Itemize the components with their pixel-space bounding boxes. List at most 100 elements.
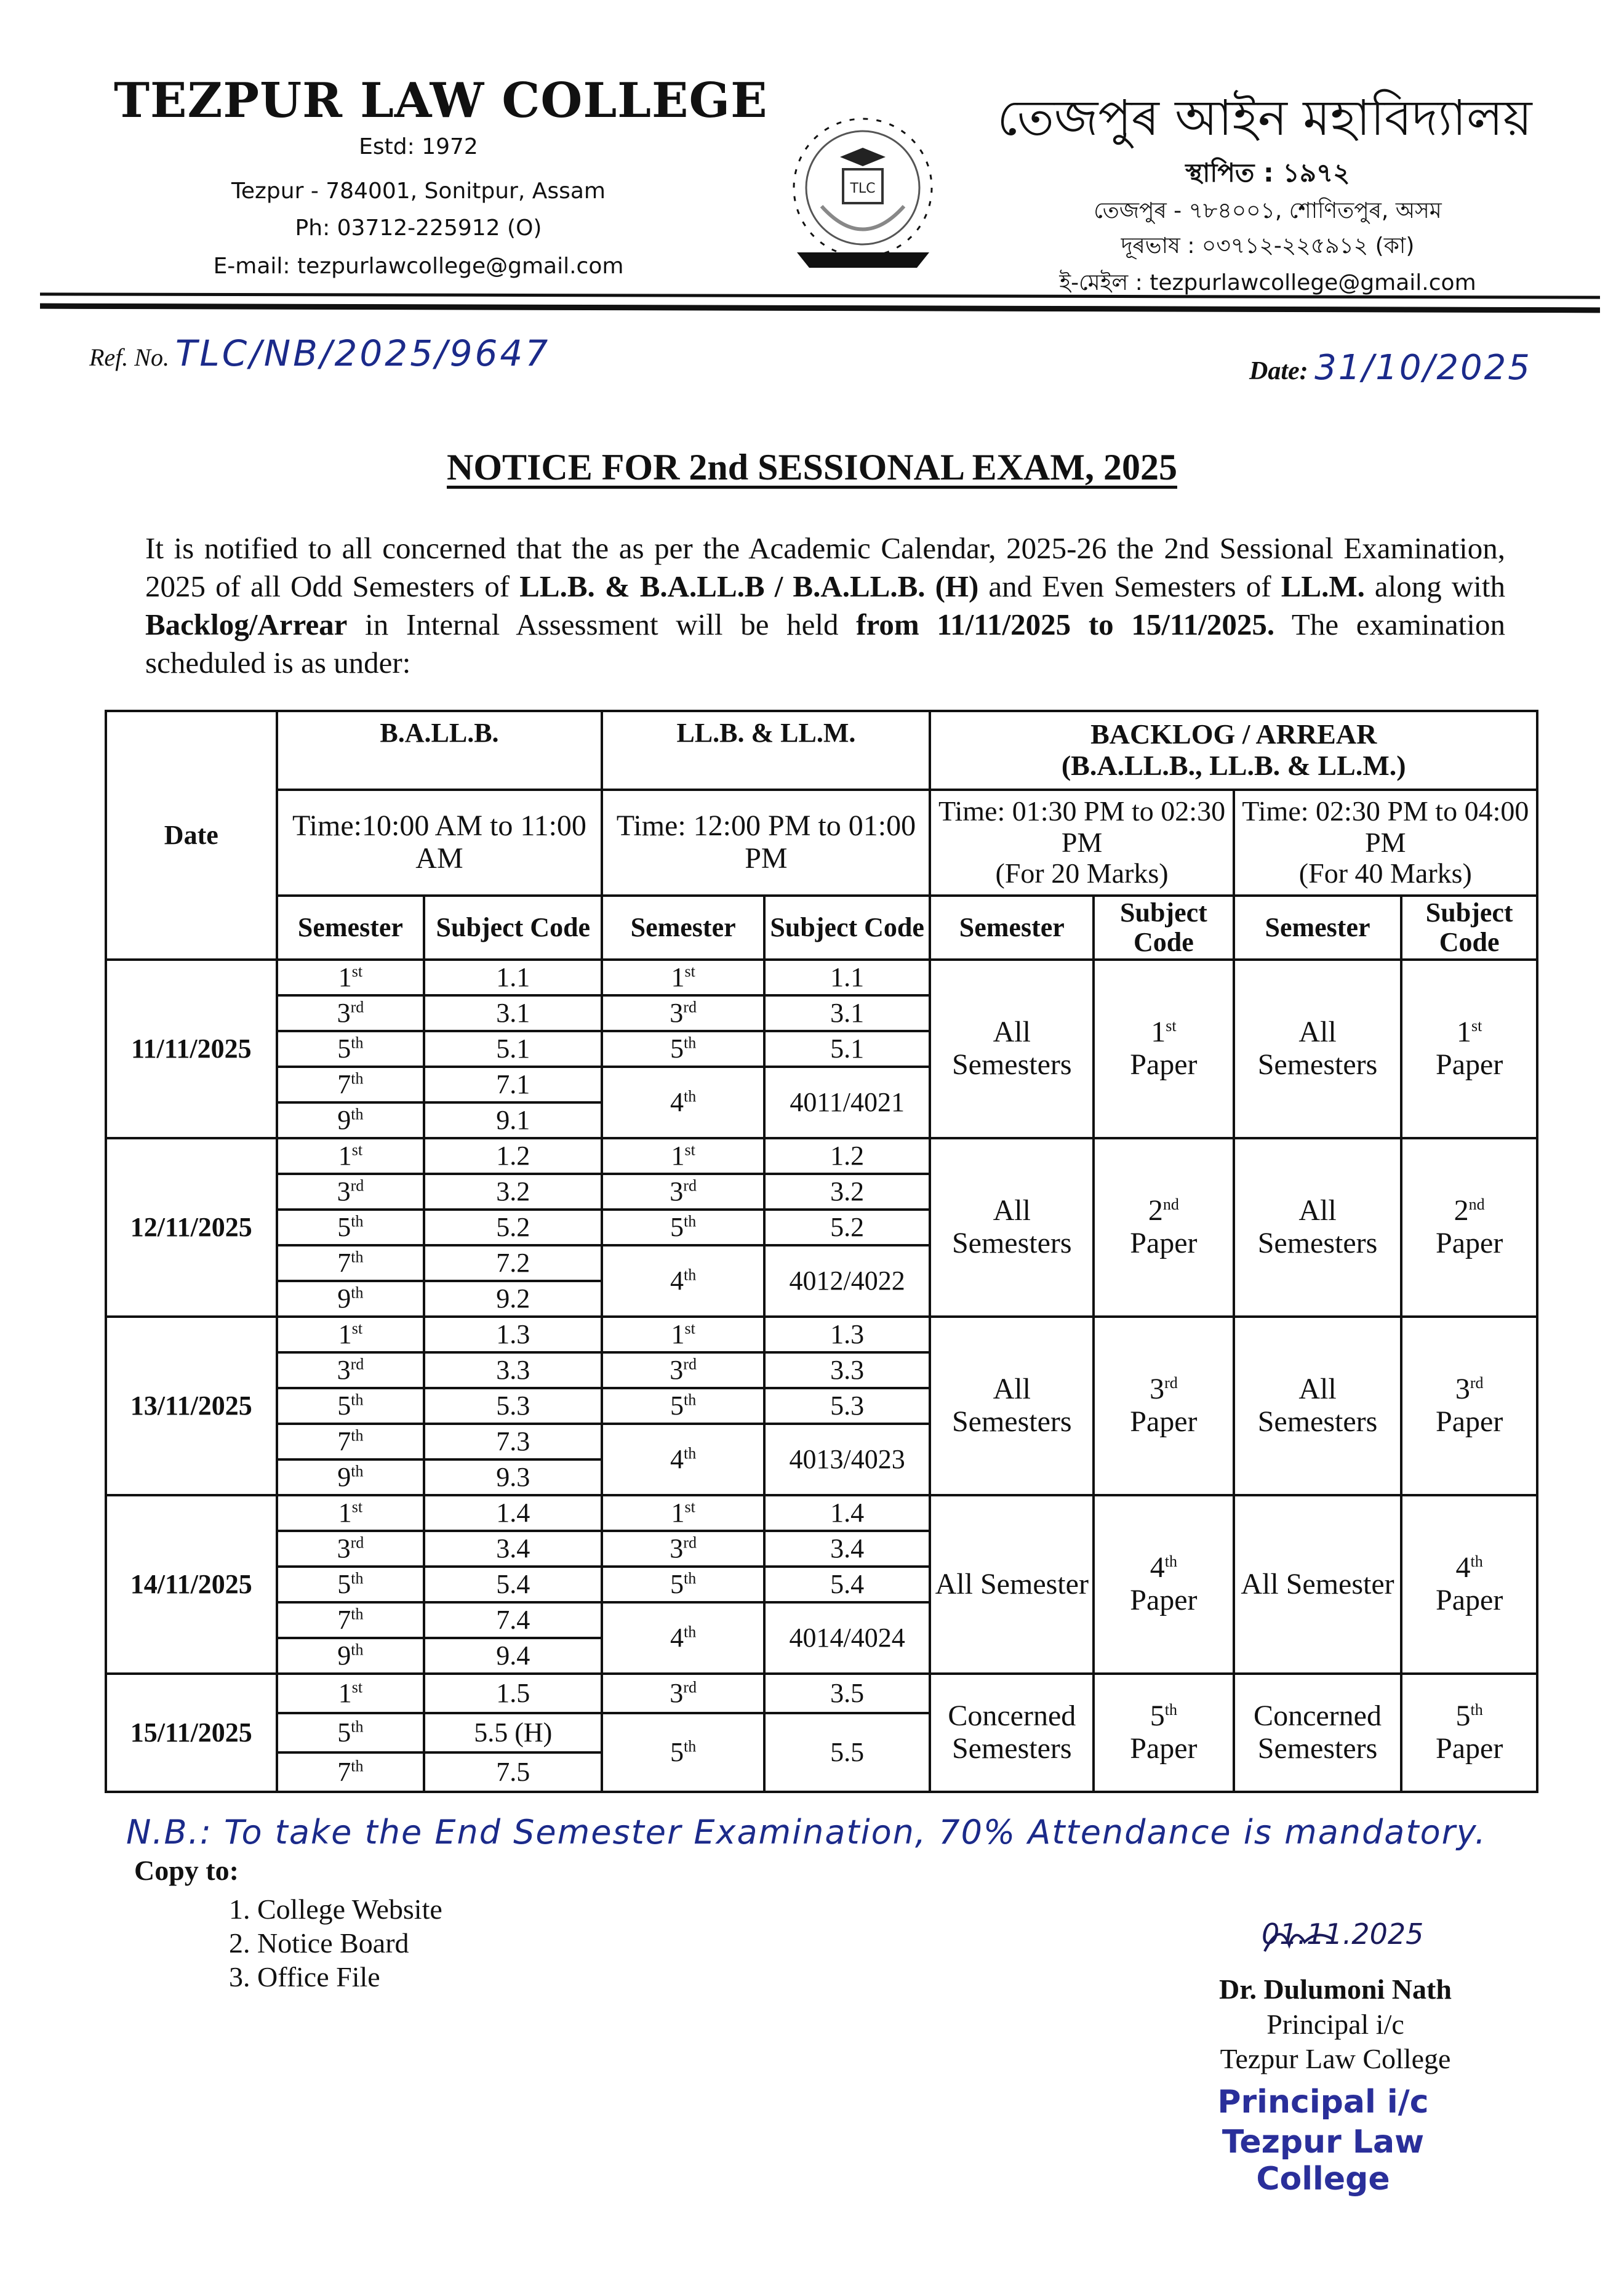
schedule-row: 7th 7.3 4th 4013/4023: [106, 1423, 1537, 1496]
subject-code-cell: 7.4: [423, 1601, 604, 1639]
college-phone-assamese: দূৰভাষ : ০৩৭১২-২২৫৯১২ (কা): [1121, 233, 1415, 259]
schedule-row: 11/11/2025 1st 1.1 1st 1.1 All Semesters 1st Pa…: [105, 958, 1538, 1139]
semester-cell: 1st: [275, 1315, 426, 1354]
backlog20-time: Time: 01:30 PM to 02:30 PM (For 20 Marks): [929, 789, 1235, 897]
semester-cell: 7th: [275, 1244, 426, 1282]
backlog-semester-cell: All Semesters: [929, 1137, 1095, 1318]
semester-column-header: Semester: [1232, 894, 1403, 961]
body-bold: Backlog/Arrear: [145, 608, 348, 641]
subject-code-cell: 5.3: [762, 1387, 932, 1425]
subject-code-cell: 9.4: [423, 1637, 604, 1675]
semester-suffix: th: [351, 1283, 364, 1302]
semester-cell: 7th: [275, 1601, 426, 1639]
backlog20-time-text: Time: 01:30 PM to 02:30 PM: [938, 795, 1226, 858]
backlog-header: BACKLOG / ARREAR (B.A.LL.B., LL.B. & LL.M…: [929, 710, 1538, 791]
signatory-designation: Principal i/c: [1266, 2009, 1404, 2040]
semester-cell: 5th: [601, 1565, 766, 1604]
semester-cell: 5th: [601, 1387, 766, 1425]
subject-code-cell: 3.1: [762, 994, 932, 1032]
subject-code-cell: 1.2: [762, 1137, 932, 1175]
semester-suffix: rd: [683, 1533, 697, 1552]
semester-number: 1: [338, 1140, 352, 1171]
subject-code-cell: 5.5 (H): [423, 1712, 604, 1754]
body-text: in Internal Assessment will be held: [347, 608, 857, 641]
semester-number: 5: [337, 1211, 351, 1242]
semester-suffix: th: [684, 1623, 697, 1641]
ballb-header: B.A.LL.B.: [275, 710, 604, 791]
date-label: Date:: [1249, 357, 1308, 385]
semester-cell: 5th: [601, 1208, 766, 1246]
backlog-paper-cell: 2nd Paper: [1092, 1137, 1235, 1318]
schedule-row: 9th 9.2: [106, 1280, 1537, 1318]
semester-number: 1: [671, 961, 685, 992]
paper-suffix: th: [1470, 1552, 1483, 1571]
semester-cell: 3rd: [275, 994, 426, 1032]
semester-cell: 5th: [275, 1030, 426, 1068]
subject-code-cell: 1.4: [423, 1494, 604, 1532]
semester-number: 3: [670, 997, 684, 1028]
paper-number: 2: [1454, 1194, 1469, 1227]
semester-suffix: st: [351, 1678, 363, 1696]
semester-number: 9: [337, 1104, 351, 1135]
college-phone: Ph: 03712-225912 (O): [295, 215, 542, 241]
semester-number: 4: [670, 1086, 684, 1117]
exam-date: 11/11/2025: [105, 958, 278, 1139]
notice-body: It is notified to all concerned that the…: [145, 529, 1505, 682]
header-row: Date B.A.LL.B. LL.B. & LL.M. BACKLOG / A…: [105, 710, 1538, 961]
semester-cell: 1st: [601, 1137, 766, 1175]
subject-code-cell: 1.2: [423, 1137, 604, 1175]
semester-suffix: th: [684, 1737, 697, 1756]
subject-code-cell: 3.3: [762, 1351, 932, 1389]
paper-label: Paper: [1130, 1584, 1198, 1616]
body-text: The examination scheduled is as under:: [145, 608, 1505, 680]
semester-number: 3: [337, 1533, 351, 1564]
body-bold: from 11/11/2025 to 15/11/2025.: [856, 608, 1275, 641]
college-name: TEZPUR LAW COLLEGE: [114, 73, 768, 129]
copy-to-item: 3. Office File: [229, 1961, 380, 1993]
signatory-name: Dr. Dulumoni Nath: [1219, 1973, 1452, 2005]
semester-suffix: th: [351, 1248, 364, 1266]
schedule-row: 9th 9.4: [106, 1637, 1537, 1675]
llb-time: Time: 12:00 PM to 01:00 PM: [601, 789, 932, 897]
paper-suffix: st: [1166, 1017, 1177, 1035]
backlog-paper-cell: 1st Paper: [1092, 958, 1235, 1139]
exam-date: 13/11/2025: [105, 1315, 278, 1496]
semester-suffix: th: [684, 1444, 697, 1463]
semester-cell: 3rd: [601, 1351, 766, 1389]
college-address-assamese: তেজপুৰ - ৭৮৪০০১, শোণিতপুৰ, অসম: [1094, 198, 1442, 223]
semester-suffix: th: [351, 1212, 364, 1230]
subject-code-cell: 3.4: [762, 1530, 932, 1568]
semester-suffix: rd: [350, 1176, 364, 1195]
semester-number: 3: [337, 1176, 351, 1206]
schedule-row: 7th 7.1 4th 4011/4021: [106, 1066, 1537, 1139]
semester-cell: 9th: [275, 1637, 426, 1675]
subject-code-cell: 5.1: [423, 1030, 604, 1068]
signatory-institution: Tezpur Law College: [1220, 2043, 1451, 2074]
semester-number: 7: [337, 1426, 351, 1456]
semester-number: 4: [670, 1265, 684, 1296]
semester-cell: 5th: [275, 1565, 426, 1604]
semester-suffix: st: [684, 1141, 695, 1159]
semester-number: 7: [337, 1069, 351, 1099]
semester-cell: 5th: [275, 1712, 426, 1754]
semester-column-header: Semester: [601, 894, 766, 961]
semester-number: 1: [338, 1677, 352, 1708]
subject-code-cell: 4014/4024: [762, 1601, 932, 1675]
semester-suffix: th: [351, 1462, 364, 1480]
backlog40-time-text: Time: 02:30 PM to 04:00 PM: [1242, 795, 1529, 858]
date-header: Date: [105, 710, 278, 961]
body-bold: LL.B. & B.A.LL.B / B.A.LL.B. (H): [519, 569, 979, 603]
backlog-title: BACKLOG / ARREAR: [1090, 718, 1377, 750]
semester-cell: 3rd: [601, 994, 766, 1032]
semester-suffix: th: [684, 1212, 697, 1230]
semester-number: 3: [670, 1354, 684, 1385]
college-email: E-mail: tezpurlawcollege@gmail.com: [213, 254, 624, 279]
subject-code-cell: 3.1: [423, 994, 604, 1032]
established-year-assamese: স্থাপিত : ১৯৭২: [1185, 158, 1350, 188]
paper-number: 1: [1457, 1016, 1471, 1049]
subject-code-cell: 3.4: [423, 1530, 604, 1568]
semester-column-header: Semester: [275, 894, 426, 961]
backlog-semester-cell: All Semesters: [1232, 1315, 1403, 1496]
paper-label: Paper: [1130, 1227, 1198, 1259]
semester-number: 5: [670, 1568, 684, 1599]
